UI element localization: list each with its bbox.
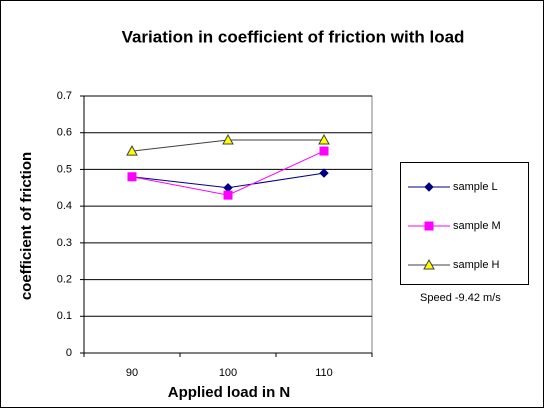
- y-tick-label: 0.4: [57, 200, 72, 212]
- x-tick-label: 90: [126, 367, 138, 379]
- annotation: Speed -9.42 m/s: [420, 292, 501, 304]
- legend-box: [400, 162, 529, 285]
- y-tick-label: 0.1: [57, 310, 72, 322]
- data-point: [126, 145, 138, 156]
- x-axis-label: Applied load in N: [168, 384, 291, 401]
- data-point: [223, 190, 233, 200]
- y-tick-label: 0.2: [57, 273, 72, 285]
- data-point: [318, 134, 330, 145]
- y-axis-label: coefficient of friction: [18, 152, 35, 300]
- data-point: [319, 168, 329, 178]
- y-tick-label: 0.3: [57, 237, 72, 249]
- legend-marker: [424, 182, 434, 192]
- legend-label: sample M: [453, 220, 501, 232]
- data-point: [127, 172, 137, 182]
- legend-label: sample L: [453, 181, 498, 193]
- y-tick-label: 0: [66, 347, 72, 359]
- data-point: [222, 134, 234, 145]
- data-point: [319, 146, 329, 156]
- x-tick-label: 100: [219, 367, 237, 379]
- y-tick-label: 0.7: [57, 90, 72, 102]
- x-tick-label: 110: [315, 367, 333, 379]
- legend-marker: [423, 258, 435, 270]
- y-tick-label: 0.5: [57, 163, 72, 175]
- y-tick-label: 0.6: [57, 127, 72, 139]
- chart-title: Variation in coefficient of friction wit…: [122, 27, 465, 46]
- legend-marker: [424, 221, 434, 231]
- legend-label: sample H: [453, 259, 500, 271]
